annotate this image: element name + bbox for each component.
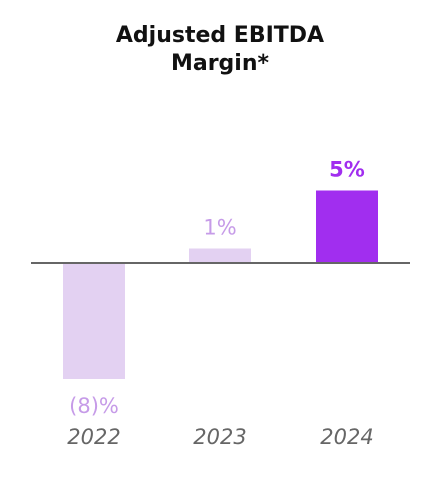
- chart-title: Adjusted EBITDA Margin*: [0, 22, 440, 78]
- value-label-2023: 1%: [203, 216, 236, 240]
- bar-2023: [189, 248, 251, 263]
- value-label-2024: 5%: [329, 158, 365, 182]
- x-tick-label-2023: 2023: [193, 425, 246, 449]
- x-tick-label-2024: 2024: [320, 425, 373, 449]
- x-tick-label-2022: 2022: [67, 425, 120, 449]
- chart-title-line-1: Adjusted EBITDA: [115, 23, 325, 48]
- bar-2022: [63, 263, 125, 379]
- value-label-2022: (8)%: [69, 394, 119, 418]
- bar-2024: [316, 190, 378, 263]
- chart-title-line-2: Margin*: [170, 51, 270, 76]
